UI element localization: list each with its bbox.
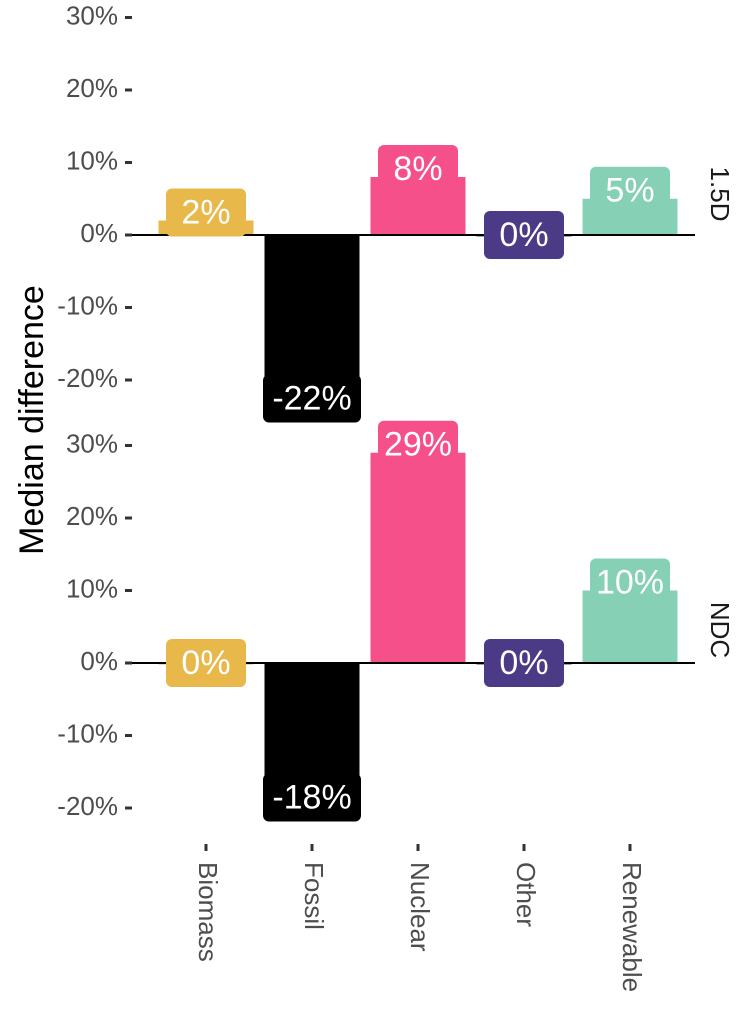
value-label-text: 8% [393,150,442,188]
value-label-other: 0% [484,211,564,259]
value-label-text: -22% [272,379,351,417]
y-tick-label: 30% [66,0,118,30]
panel-1-5d: -20% -10% 0% 10% 20% 30% 2% -22% 8% 0% 5% 1.5D [57,0,735,423]
value-label-text: 29% [384,426,452,464]
value-label-text: -18% [272,778,351,816]
value-label-text: 10% [596,563,664,601]
y-tick-label: -10% [57,718,118,748]
value-label-box [263,773,361,822]
value-label-biomass: 2% [166,188,246,237]
x-tick-label-nuclear: Nuclear [405,862,435,952]
value-label-renewable: 10% [590,558,670,607]
y-tick-label: -10% [57,290,118,320]
bar-fossil [264,235,360,395]
value-label-box [590,166,670,215]
x-tick-label-renewable: Renewable [617,862,647,992]
value-label-biomass: 0% [166,639,246,687]
value-label-box [166,639,246,687]
x-tick-label-other: Other [511,862,541,927]
value-label-nuclear: 8% [378,145,458,193]
panel-ndc: -20% -10% 0% 10% 20% 30% 0% -18% 29% 0% 10% NDC [57,420,735,822]
y-tick-label: 0% [80,646,118,676]
x-tick-label-biomass: Biomass [193,862,223,962]
bar-fossil [264,663,360,794]
value-label-text: 0% [499,644,548,682]
value-label-nuclear: 29% [378,420,458,469]
y-tick-label: -20% [57,363,118,393]
x-tick-label-fossil: Fossil [299,862,329,930]
facet-label: NDC [705,602,735,658]
value-label-fossil: -22% [263,374,361,423]
value-label-box [378,420,458,469]
value-label-fossil: -18% [263,773,361,822]
chart-panels: -20%-10%0%10%20%30%2%-22%8%0%5% 1.5D-20%-… [57,0,735,822]
facet-label: 1.5D [705,167,735,222]
value-label-text: 2% [181,193,230,231]
y-tick-label: 10% [66,573,118,603]
value-label-box [484,211,564,259]
value-label-text: 5% [605,172,654,210]
value-label-text: 0% [181,644,230,682]
y-axis-title: Median difference [13,285,51,555]
y-tick-label: 30% [66,428,118,458]
bar-nuclear [370,452,466,663]
y-tick-label: -20% [57,791,118,821]
value-label-text: 0% [499,216,548,254]
x-axis: Biomass Fossil Nuclear Other Renewable [193,844,647,992]
value-label-box [263,374,361,423]
value-label-other: 0% [484,639,564,687]
value-label-box [378,145,458,193]
value-label-box [484,639,564,687]
y-tick-label: 0% [80,218,118,248]
value-label-box [590,558,670,607]
value-label-renewable: 5% [590,166,670,215]
y-tick-label: 10% [66,145,118,175]
value-label-box [166,188,246,237]
y-tick-label: 20% [66,73,118,103]
y-tick-label: 20% [66,501,118,531]
